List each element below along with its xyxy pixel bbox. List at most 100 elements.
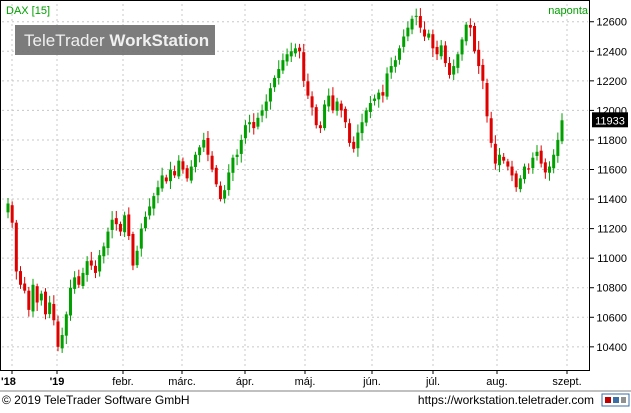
candle-body [35, 286, 39, 303]
candle-body [352, 141, 356, 149]
period-label: naponta [548, 5, 589, 17]
x-tick-label: jún. [362, 376, 381, 388]
candle-body [18, 271, 22, 285]
candle-body [489, 118, 493, 143]
candle-body [502, 156, 506, 161]
candle-body [498, 154, 502, 166]
candle-body [343, 108, 347, 123]
candle-body [435, 46, 439, 55]
candle-body [514, 173, 518, 188]
candle-body [493, 143, 497, 164]
candle-body [260, 110, 264, 116]
candle-body [423, 29, 427, 37]
candle-body [56, 321, 60, 347]
candle-body [481, 64, 485, 81]
candle-body [560, 120, 564, 142]
y-tick-label: 12200 [596, 76, 627, 88]
candle-body [48, 302, 52, 315]
candle-body [310, 96, 314, 108]
candle-body [318, 125, 322, 129]
candle-body [523, 166, 527, 180]
candle-body [23, 283, 27, 291]
candle-body [281, 60, 285, 71]
y-tick-label: 11400 [597, 194, 627, 206]
candle-body [235, 154, 239, 157]
footer-url[interactable]: https://workstation.teletrader.com [418, 393, 594, 407]
candle-body [139, 228, 143, 249]
candle-body [418, 16, 422, 28]
candle-body [327, 95, 331, 107]
candle-body [285, 54, 289, 62]
candle-body [535, 151, 539, 156]
candle-body [377, 92, 381, 100]
candle-body [373, 98, 377, 101]
candle-body [531, 157, 535, 169]
candle-body [227, 172, 231, 191]
candle-body [264, 101, 268, 111]
candle-body [31, 284, 35, 312]
candle-body [123, 215, 127, 233]
x-tick-label: aug. [486, 376, 507, 388]
candle-body [14, 222, 18, 272]
candle-body [93, 265, 97, 273]
candle-body [539, 150, 543, 164]
candle-body [10, 205, 14, 223]
last-price-value: 11933 [595, 115, 625, 127]
candle-body [543, 162, 547, 173]
watermark-box [15, 25, 215, 55]
candle-body [231, 157, 235, 173]
candle-body [398, 48, 402, 60]
candle-body [85, 261, 89, 275]
candle-body [106, 231, 110, 248]
candle-body [348, 123, 352, 143]
candle-body [135, 250, 139, 266]
candle-body [89, 260, 93, 266]
y-tick-label: 10400 [596, 342, 627, 354]
candle-body [218, 185, 222, 200]
candle-body [443, 45, 447, 64]
candle-body [452, 66, 456, 75]
candle-body [448, 63, 452, 75]
candle-body [256, 117, 260, 127]
candle-body [98, 255, 102, 272]
candle-body [27, 290, 31, 310]
candle-body [202, 139, 206, 148]
candle-body [189, 166, 193, 181]
y-tick-label: 11800 [597, 135, 627, 147]
candle-body [402, 36, 406, 47]
candle-body [410, 18, 414, 30]
x-tick-label: szept. [552, 376, 581, 388]
candle-body [164, 177, 168, 182]
candles-layer [6, 8, 564, 353]
watermark-text: TeleTrader WorkStation [24, 31, 209, 50]
candle-body [485, 82, 489, 117]
candle-body [68, 287, 72, 316]
candle-body [456, 54, 460, 68]
candle-body [389, 66, 393, 73]
candle-body [289, 51, 293, 57]
candle-body [43, 291, 47, 315]
candle-body [518, 178, 522, 190]
candle-body [73, 277, 77, 289]
plot-area [0, 0, 590, 371]
candle-body [185, 168, 189, 179]
candle-body [252, 122, 256, 129]
candle-body [102, 246, 106, 257]
candle-body [39, 293, 43, 301]
candle-body [277, 69, 281, 79]
candle-body [314, 107, 318, 126]
candle-body [239, 139, 243, 154]
candle-body [556, 139, 560, 156]
x-tick-label: febr. [112, 376, 133, 388]
symbol-label: DAX [15] [6, 5, 50, 17]
candle-body [127, 214, 131, 237]
x-tick-label: '19 [50, 376, 65, 388]
candle-body [168, 169, 172, 182]
candle-body [406, 27, 410, 37]
watermark-regular: TeleTrader [24, 31, 109, 50]
candle-body [464, 24, 468, 42]
candle-body [198, 147, 202, 156]
candle-body [152, 196, 156, 209]
candle-body [468, 24, 472, 28]
